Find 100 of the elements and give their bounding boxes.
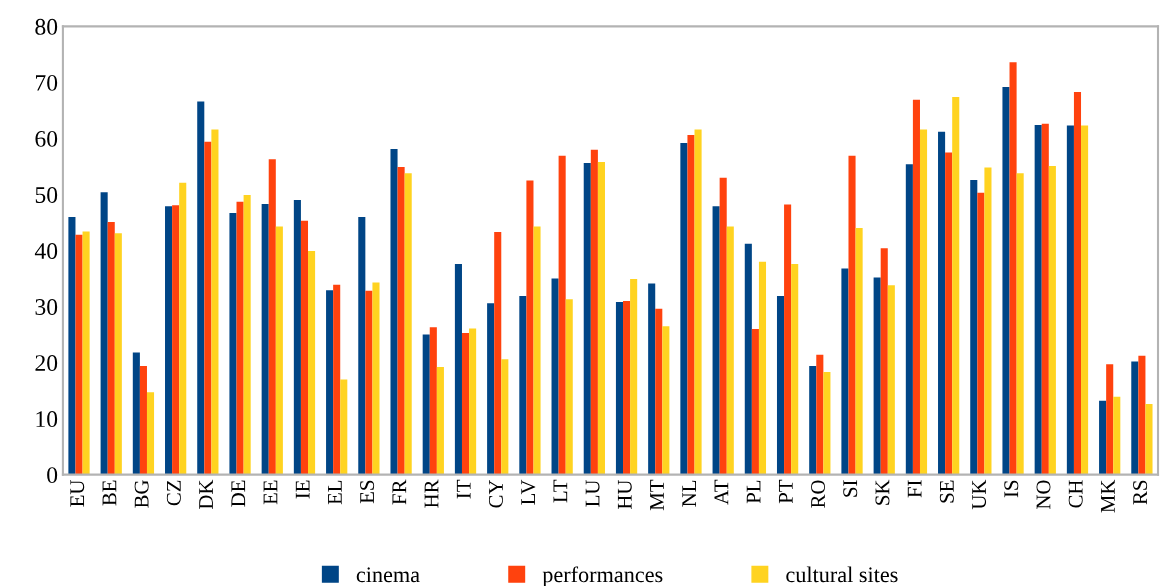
x-tick-label: PL bbox=[746, 480, 761, 504]
x-tick-label: RS bbox=[1133, 480, 1148, 505]
bar bbox=[912, 99, 920, 475]
bar bbox=[848, 155, 856, 475]
x-tick-label: CZ bbox=[166, 480, 181, 506]
y-tick-label: 70 bbox=[35, 74, 58, 91]
bar bbox=[358, 216, 366, 475]
bar bbox=[680, 142, 688, 475]
bar bbox=[590, 149, 598, 475]
x-tick-label: SK bbox=[875, 479, 890, 505]
bar bbox=[308, 251, 316, 475]
bar bbox=[243, 195, 251, 475]
x-tick-label: LV bbox=[521, 479, 536, 505]
bar bbox=[494, 232, 502, 475]
bar bbox=[82, 231, 90, 475]
bar bbox=[139, 365, 147, 475]
x-tick-label: HU bbox=[617, 479, 632, 510]
bar bbox=[372, 282, 380, 475]
bar bbox=[662, 326, 670, 475]
x-tick-label: PT bbox=[778, 479, 793, 504]
bar bbox=[1138, 355, 1146, 475]
y-tick-label: 20 bbox=[35, 355, 58, 372]
bar bbox=[229, 212, 237, 475]
x-tick-label: RO bbox=[811, 480, 826, 508]
bar bbox=[211, 129, 219, 475]
bar bbox=[712, 206, 720, 475]
bar bbox=[744, 243, 752, 475]
bar bbox=[615, 302, 624, 475]
bar bbox=[469, 328, 477, 475]
bar bbox=[533, 226, 541, 475]
bar bbox=[326, 290, 334, 475]
bar bbox=[1016, 173, 1024, 475]
x-tick-label: EU bbox=[70, 479, 85, 507]
bar bbox=[1099, 400, 1107, 475]
x-tick-label: EE bbox=[263, 480, 278, 505]
bar bbox=[1131, 361, 1139, 475]
bar bbox=[977, 192, 985, 475]
legend-label: cultural sites bbox=[786, 566, 898, 583]
x-tick-label: IT bbox=[456, 479, 471, 499]
bar bbox=[461, 332, 470, 475]
x-tick-label: MK bbox=[1101, 479, 1115, 513]
bar bbox=[1081, 125, 1089, 475]
y-tick-label: 0 bbox=[47, 467, 58, 484]
bar bbox=[694, 129, 702, 475]
bar bbox=[333, 284, 341, 475]
bar bbox=[454, 263, 462, 475]
bar bbox=[565, 299, 573, 475]
x-tick-label: ES bbox=[360, 480, 375, 504]
y-tick-label: 40 bbox=[34, 243, 58, 259]
bar bbox=[107, 221, 115, 475]
bar bbox=[268, 159, 276, 475]
bar bbox=[873, 277, 881, 475]
bar bbox=[179, 182, 187, 475]
bar bbox=[75, 234, 83, 475]
bar bbox=[365, 290, 373, 475]
bar bbox=[132, 352, 140, 475]
bar bbox=[648, 283, 656, 475]
bar bbox=[784, 204, 792, 475]
x-tick-label: IS bbox=[1004, 480, 1019, 498]
bar bbox=[100, 192, 108, 475]
y-tick-label: 60 bbox=[35, 130, 58, 147]
bar bbox=[501, 359, 509, 475]
y-tick-label: 30 bbox=[35, 299, 58, 315]
bar bbox=[1048, 165, 1056, 475]
bar bbox=[397, 167, 405, 475]
bar bbox=[880, 248, 888, 475]
bar bbox=[1041, 123, 1049, 475]
x-tick-label: UK bbox=[972, 479, 987, 510]
bar bbox=[487, 303, 495, 475]
bar bbox=[841, 268, 849, 475]
x-tick-label: IE bbox=[295, 480, 310, 499]
bar bbox=[340, 379, 348, 475]
bar bbox=[791, 263, 799, 475]
bar bbox=[526, 180, 534, 475]
bar bbox=[905, 164, 913, 475]
bar bbox=[1066, 125, 1074, 475]
bar bbox=[114, 233, 122, 475]
bar bbox=[404, 173, 412, 475]
bar bbox=[300, 220, 309, 475]
bar bbox=[726, 226, 734, 475]
bar bbox=[623, 300, 631, 475]
bar bbox=[758, 261, 767, 475]
x-tick-label: LU bbox=[585, 479, 600, 507]
bar bbox=[776, 295, 785, 475]
bar bbox=[1113, 396, 1121, 475]
y-tick-label: 80 bbox=[35, 18, 58, 35]
x-tick-label: BG bbox=[134, 480, 149, 508]
legend-label: performances bbox=[542, 566, 663, 586]
bar bbox=[68, 216, 76, 475]
x-tick-label: FI bbox=[907, 480, 922, 498]
y-tick-label: 50 bbox=[35, 186, 58, 203]
bar bbox=[293, 200, 301, 475]
bar bbox=[422, 334, 430, 475]
x-tick-label: DK bbox=[199, 479, 213, 510]
bar bbox=[945, 152, 953, 475]
x-tick-label: SI bbox=[843, 480, 858, 497]
bar bbox=[551, 278, 559, 475]
bar bbox=[816, 354, 824, 475]
bar bbox=[630, 279, 638, 475]
bar bbox=[919, 129, 928, 475]
